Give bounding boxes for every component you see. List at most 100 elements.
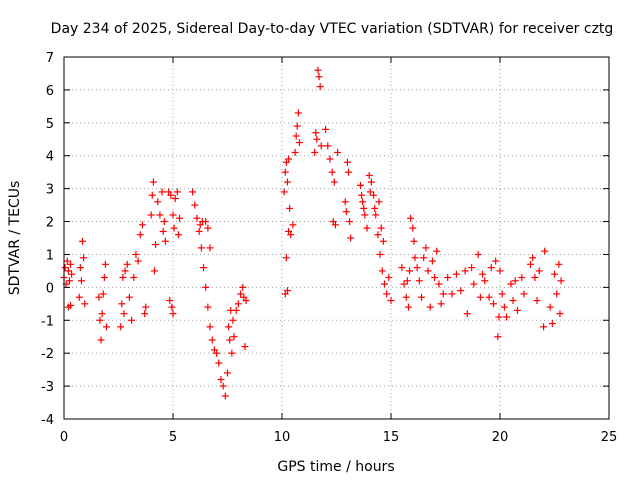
data-point <box>225 323 233 331</box>
data-point <box>520 290 528 298</box>
y-tick-label: -1 <box>41 314 54 329</box>
data-point <box>402 293 410 301</box>
data-point <box>80 254 88 262</box>
data-point <box>292 132 300 140</box>
data-point <box>121 267 129 275</box>
data-point <box>551 270 558 278</box>
data-point <box>487 264 495 272</box>
data-point <box>376 250 384 258</box>
data-point <box>328 168 336 176</box>
data-point <box>125 293 133 301</box>
data-point <box>358 191 366 199</box>
data-point <box>316 83 324 91</box>
tick-labels: 0 5 10 15 20 25 -4 -3 -2 -1 0 1 2 3 4 5 6 7 <box>41 51 617 445</box>
data-point <box>546 303 554 311</box>
data-point <box>342 208 350 216</box>
data-point <box>553 290 561 298</box>
axis-ticks <box>63 56 610 420</box>
data-point <box>120 310 128 318</box>
data-point <box>147 211 155 219</box>
data-point <box>149 178 157 186</box>
data-point <box>134 257 142 265</box>
data-point <box>409 224 417 232</box>
data-point <box>158 188 166 196</box>
data-point <box>326 155 334 163</box>
data-point <box>99 290 107 298</box>
data-point <box>117 323 125 331</box>
data-point <box>385 273 393 281</box>
data-point <box>433 247 441 255</box>
data-point <box>379 237 387 245</box>
data-point <box>541 247 549 255</box>
data-point <box>492 257 500 265</box>
data-point <box>452 270 460 278</box>
data-point <box>142 303 150 311</box>
data-point <box>132 250 140 258</box>
data-point <box>79 237 87 245</box>
data-point <box>406 267 414 275</box>
data-point <box>287 231 295 239</box>
data-point <box>418 293 426 301</box>
data-point <box>398 264 406 272</box>
y-axis-label: SDTVAR / TECUs <box>7 181 23 296</box>
data-point <box>415 277 423 285</box>
data-point <box>293 122 301 130</box>
data-point <box>228 349 236 357</box>
data-point <box>206 244 214 252</box>
data-point <box>411 254 419 262</box>
data-point <box>208 336 216 344</box>
data-point <box>314 66 322 74</box>
data-point <box>204 303 212 311</box>
data-point <box>230 333 238 341</box>
data-point <box>282 254 290 262</box>
data-point <box>68 270 76 278</box>
data-point <box>174 231 182 239</box>
data-point <box>294 109 302 117</box>
y-tick-label: -4 <box>41 413 54 428</box>
data-point <box>479 270 487 278</box>
data-point <box>159 227 167 235</box>
y-tick-label: 6 <box>46 84 54 99</box>
data-point <box>123 260 131 268</box>
data-point <box>377 224 385 232</box>
data-point <box>176 214 184 222</box>
data-point <box>404 303 412 311</box>
data-point <box>215 359 223 367</box>
data-point <box>511 277 519 285</box>
data-point <box>407 214 415 222</box>
data-point <box>241 343 249 351</box>
data-point <box>448 290 456 298</box>
data-point <box>540 323 548 331</box>
y-tick-label: 5 <box>46 117 54 132</box>
data-point <box>65 277 73 285</box>
data-point <box>81 300 89 308</box>
data-point <box>361 211 369 219</box>
data-point <box>380 280 388 288</box>
data-point <box>387 297 395 305</box>
data-point <box>170 224 178 232</box>
data-point <box>468 264 476 272</box>
data-point <box>219 382 227 390</box>
data-point <box>374 231 382 239</box>
data-point <box>97 336 105 344</box>
data-point <box>141 310 149 318</box>
data-point <box>312 129 320 137</box>
data-point <box>64 267 72 275</box>
data-point <box>204 224 212 232</box>
data-point <box>439 290 447 298</box>
data-point <box>341 198 349 206</box>
data-point <box>67 301 75 309</box>
data-point <box>413 264 421 272</box>
data-point <box>63 257 71 265</box>
data-point <box>557 277 565 285</box>
data-point <box>289 221 297 229</box>
data-point <box>98 310 106 318</box>
data-point <box>444 273 452 281</box>
data-point <box>556 310 564 318</box>
data-point <box>372 211 380 219</box>
x-tick-label: 10 <box>274 430 291 445</box>
data-point <box>75 293 83 301</box>
data-point <box>130 273 138 281</box>
data-point <box>375 198 383 206</box>
data-point <box>383 290 391 298</box>
